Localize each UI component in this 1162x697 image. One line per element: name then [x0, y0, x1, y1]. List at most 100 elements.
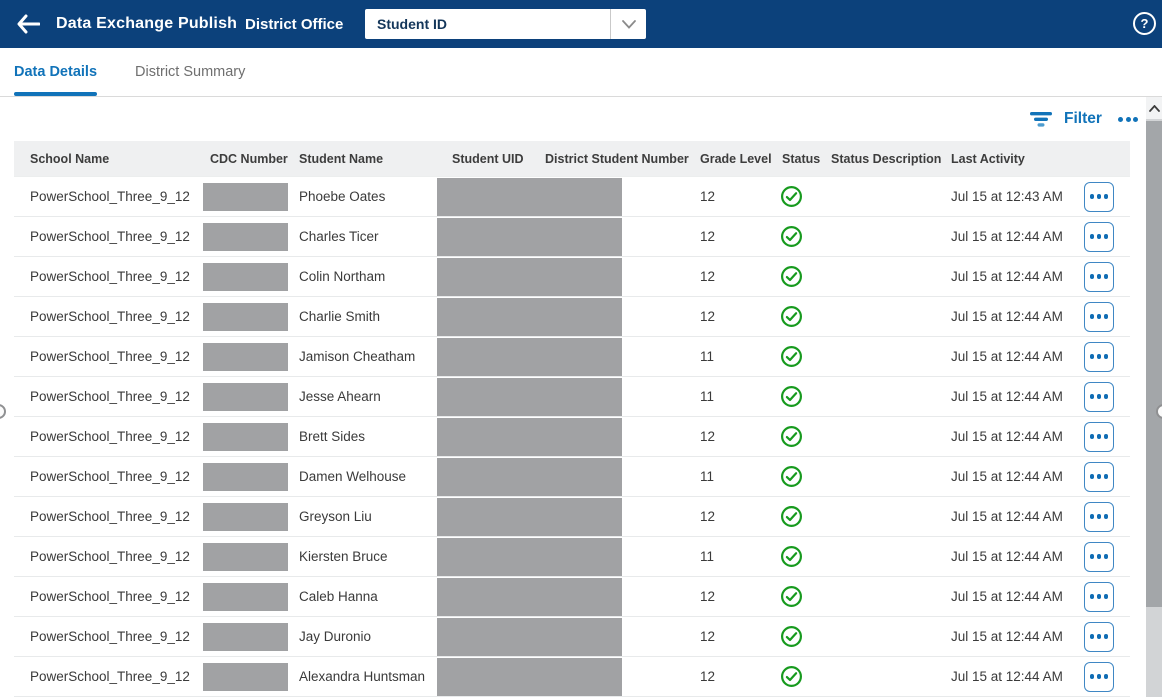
row-actions-button[interactable]: [1084, 501, 1114, 532]
table-row: PowerSchool_Three_9_12 Greyson Liu 12 Ju…: [14, 497, 1130, 537]
cell-grade-level: 12: [700, 629, 716, 644]
cell-actions: [1065, 581, 1130, 612]
table-header: School Name CDC Number Student Name Student…: [14, 141, 1130, 176]
row-actions-button[interactable]: [1084, 181, 1114, 212]
redacted-cdc-number: [203, 623, 288, 651]
success-check-icon: [781, 666, 802, 687]
table-row: PowerSchool_Three_9_12 Jesse Ahearn 11 J…: [14, 377, 1130, 417]
question-mark-icon: ?: [1140, 16, 1149, 31]
redacted-student-uid: [437, 378, 622, 416]
table-toolbar: Filter: [0, 97, 1146, 141]
filter-button[interactable]: Filter: [1030, 97, 1102, 141]
redacted-cdc-number: [203, 463, 288, 491]
success-check-icon: [781, 386, 802, 407]
scroll-left-button[interactable]: [0, 404, 6, 419]
cell-school-name: PowerSchool_Three_9_12: [30, 469, 190, 484]
cell-student-name: Jamison Cheatham: [299, 349, 416, 364]
column-header-cdc-number[interactable]: CDC Number: [210, 151, 288, 166]
tab-bar: Data Details District Summary: [0, 48, 1162, 97]
vertical-scrollbar[interactable]: [1146, 97, 1162, 697]
dropdown-selected-value: Student ID: [377, 16, 447, 32]
success-check-icon: [781, 586, 802, 607]
back-button[interactable]: [10, 7, 46, 41]
table-row: PowerSchool_Three_9_12 Brett Sides 12 Ju…: [14, 417, 1130, 457]
column-header-student-name[interactable]: Student Name: [299, 151, 384, 166]
redacted-cdc-number: [203, 183, 288, 211]
cell-student-name: Alexandra Huntsman: [299, 669, 426, 684]
ellipsis-icon: [1089, 394, 1095, 399]
cell-actions: [1065, 181, 1130, 212]
cell-school-name: PowerSchool_Three_9_12: [30, 389, 190, 404]
row-actions-button[interactable]: [1084, 301, 1114, 332]
cell-grade-level: 11: [700, 389, 715, 404]
redacted-student-uid: [437, 258, 622, 296]
tab-district-summary[interactable]: District Summary: [135, 64, 246, 80]
row-actions-button[interactable]: [1084, 261, 1114, 292]
redacted-student-uid: [437, 618, 622, 656]
row-actions-button[interactable]: [1084, 381, 1114, 412]
row-actions-button[interactable]: [1084, 221, 1114, 252]
redacted-cdc-number: [203, 663, 288, 691]
cell-actions: [1065, 661, 1130, 692]
scrollbar-thumb[interactable]: [1146, 121, 1162, 607]
ellipsis-icon: [1089, 674, 1095, 679]
report-type-dropdown[interactable]: Student ID: [365, 9, 646, 39]
cell-school-name: PowerSchool_Three_9_12: [30, 549, 190, 564]
cell-status: [765, 585, 830, 608]
cell-grade-level: 12: [700, 669, 716, 684]
cell-school-name: PowerSchool_Three_9_12: [30, 429, 190, 444]
cell-school-name: PowerSchool_Three_9_12: [30, 509, 190, 524]
table-row: PowerSchool_Three_9_12 Colin Northam 12 …: [14, 257, 1130, 297]
cell-grade-level: 11: [700, 549, 715, 564]
cell-grade-level: 11: [700, 469, 715, 484]
scroll-right-button[interactable]: [1156, 404, 1162, 419]
cell-school-name: PowerSchool_Three_9_12: [30, 349, 190, 364]
cell-student-name: Charlie Smith: [299, 309, 381, 324]
cell-student-name: Jay Duronio: [299, 629, 372, 644]
cell-actions: [1065, 621, 1130, 652]
cell-student-name: Kiersten Bruce: [299, 549, 388, 564]
cell-student-name: Jesse Ahearn: [299, 389, 381, 404]
row-actions-button[interactable]: [1084, 621, 1114, 652]
row-actions-button[interactable]: [1084, 341, 1114, 372]
chevron-down-icon: [610, 9, 646, 39]
redacted-student-uid: [437, 458, 622, 496]
scrollbar-track[interactable]: [1146, 119, 1162, 697]
row-actions-button[interactable]: [1084, 541, 1114, 572]
column-header-status-description[interactable]: Status Description: [831, 151, 942, 166]
column-header-student-uid[interactable]: Student UID: [452, 151, 524, 166]
redacted-student-uid: [437, 338, 622, 376]
help-button[interactable]: ?: [1133, 12, 1156, 35]
redacted-student-uid: [437, 218, 622, 256]
column-header-last-activity[interactable]: Last Activity: [951, 151, 1025, 166]
redacted-cdc-number: [203, 583, 288, 611]
row-actions-button[interactable]: [1084, 661, 1114, 692]
cell-status: [765, 425, 830, 448]
row-actions-button[interactable]: [1084, 461, 1114, 492]
cell-status: [765, 225, 830, 248]
column-header-grade-level[interactable]: Grade Level: [700, 151, 772, 166]
redacted-cdc-number: [203, 383, 288, 411]
row-actions-button[interactable]: [1084, 421, 1114, 452]
cell-student-name: Brett Sides: [299, 429, 366, 444]
cell-grade-level: 12: [700, 509, 716, 524]
cell-last-activity: Jul 15 at 12:43 AM: [951, 189, 1063, 204]
redacted-cdc-number: [203, 263, 288, 291]
cell-status: [765, 345, 830, 368]
more-actions-button[interactable]: [1118, 97, 1138, 141]
row-actions-button[interactable]: [1084, 581, 1114, 612]
cell-actions: [1065, 341, 1130, 372]
cell-last-activity: Jul 15 at 12:44 AM: [951, 389, 1063, 404]
cell-student-name: Phoebe Oates: [299, 189, 386, 204]
column-header-district-student-number[interactable]: District Student Number: [545, 151, 689, 166]
cell-student-name: Colin Northam: [299, 269, 386, 284]
redacted-cdc-number: [203, 343, 288, 371]
table-row: PowerSchool_Three_9_12 Kiersten Bruce 11…: [14, 537, 1130, 577]
column-header-status[interactable]: Status: [782, 151, 821, 166]
cell-student-name: Damen Welhouse: [299, 469, 407, 484]
column-header-school-name[interactable]: School Name: [30, 151, 110, 166]
tab-data-details[interactable]: Data Details: [14, 48, 98, 96]
success-check-icon: [781, 626, 802, 647]
scrollbar-up-arrow[interactable]: [1146, 97, 1162, 119]
ellipsis-icon: [1089, 594, 1095, 599]
